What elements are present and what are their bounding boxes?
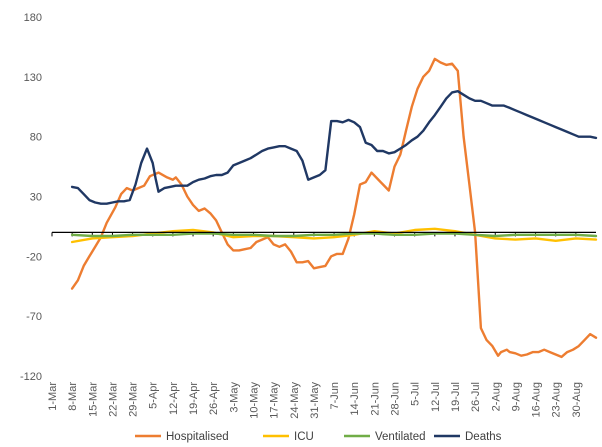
x-axis-labels: 1-Mar 8-Mar 15-Mar 22-Mar 29-Mar 5-Apr 12-Apr 1… <box>47 382 583 419</box>
x-tick-label: 15-Mar <box>87 382 99 417</box>
legend-label-deaths: Deaths <box>465 431 502 443</box>
x-tick-label: 7-Jun <box>329 382 341 410</box>
x-tick-label: 10-May <box>248 382 260 419</box>
x-tick-label: 17-May <box>269 382 281 419</box>
y-tick-label: 80 <box>30 132 42 144</box>
x-tick-label: 3-May <box>228 382 240 413</box>
x-tick-label: 22-Mar <box>107 382 119 417</box>
x-tick-label: 28-Jun <box>390 382 402 416</box>
x-tick-label: 14-Jun <box>349 382 361 416</box>
series-line-ventilated <box>70 232 598 238</box>
series-layer <box>70 57 598 359</box>
x-tick-label: 5-Apr <box>148 382 160 409</box>
x-tick-label: 24-May <box>289 382 301 419</box>
x-tick-label: 26-Jul <box>470 382 482 412</box>
legend-label-ventilated: Ventilated <box>375 431 426 443</box>
y-tick-label: -20 <box>26 251 42 263</box>
legend-label-hospitalised: Hospitalised <box>166 431 229 443</box>
y-tick-label: -70 <box>26 311 42 323</box>
series-line-deaths <box>70 89 598 205</box>
y-tick-label: 180 <box>24 12 42 24</box>
x-tick-label: 30-Aug <box>571 382 583 417</box>
x-tick-label: 23-Aug <box>551 382 563 417</box>
x-tick-label: 19-Jul <box>450 382 462 412</box>
legend: Hospitalised ICU Ventilated Deaths <box>135 431 502 443</box>
series-line-hospitalised <box>70 57 598 359</box>
x-tick-label: 31-May <box>309 382 321 419</box>
x-tick-label: 12-Jul <box>430 382 442 412</box>
x-tick-label: 9-Aug <box>510 382 522 411</box>
x-tick-label: 2-Aug <box>490 382 502 411</box>
x-tick-label: 26-Apr <box>208 382 220 415</box>
x-tick-label: 5-Jul <box>410 382 422 406</box>
x-tick-label: 16-Aug <box>531 382 543 417</box>
x-tick-label: 29-Mar <box>128 382 140 417</box>
y-tick-label: -120 <box>20 371 42 383</box>
x-tick-label: 1-Mar <box>47 382 59 411</box>
y-tick-label: 30 <box>30 192 42 204</box>
x-tick-label: 8-Mar <box>67 382 79 411</box>
legend-label-icu: ICU <box>294 431 314 443</box>
x-tick-label: 21-Jun <box>369 382 381 416</box>
y-tick-label: 130 <box>24 72 42 84</box>
y-axis-labels: 180 130 80 30 -20 -70 -120 <box>20 12 42 383</box>
x-tick-label: 19-Apr <box>188 382 200 415</box>
x-tick-label: 12-Apr <box>168 382 180 415</box>
